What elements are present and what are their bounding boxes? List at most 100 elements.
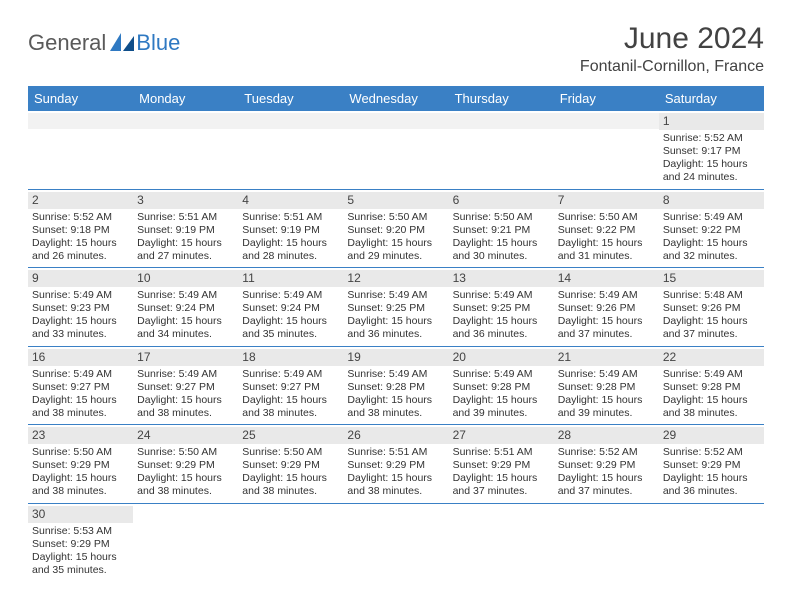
day-number: 5 [343,192,448,209]
location-label: Fontanil-Cornillon, France [580,58,764,76]
day-number [343,506,448,508]
day-number: 26 [343,427,448,444]
day-cell: 19Sunrise: 5:49 AMSunset: 9:28 PMDayligh… [343,347,448,425]
day-cell: 27Sunrise: 5:51 AMSunset: 9:29 PMDayligh… [449,425,554,503]
day-cell: 4 Sunrise: 5:51 AMSunset: 9:19 PMDaylight… [238,190,343,268]
sunrise-text: Sunrise: 5:51 AM [453,446,550,459]
day-number [238,113,343,129]
day-number [449,113,554,129]
day-number: 4 [238,192,343,209]
sunset-text: Sunset: 9:22 PM [558,224,655,237]
sunset-text: Sunset: 9:29 PM [137,459,234,472]
day-cell: 26 Sunrise: 5:51 AMSunset: 9:29 PMDayligh… [343,425,448,503]
sunrise-text: Sunrise: 5:49 AM [558,368,655,381]
sunset-text: Sunset: 9:29 PM [242,459,339,472]
day-number [554,506,659,508]
day-number [238,506,343,508]
sunrise-text: Sunrise: 5:50 AM [453,211,550,224]
sunset-text: Sunset: 9:24 PM [242,302,339,315]
week-row: 16Sunrise: 5:49 AMSunset: 9:27 PMDayligh… [28,347,764,426]
daylight-text: Daylight: 15 hours and 38 minutes. [242,394,339,420]
sunset-text: Sunset: 9:27 PM [137,381,234,394]
day-number [343,113,448,129]
sunrise-text: Sunrise: 5:50 AM [242,446,339,459]
sunset-text: Sunset: 9:19 PM [242,224,339,237]
daylight-text: Daylight: 15 hours and 36 minutes. [663,472,760,498]
daylight-text: Daylight: 15 hours and 26 minutes. [32,237,129,263]
daylight-text: Daylight: 15 hours and 38 minutes. [663,394,760,420]
sunset-text: Sunset: 9:18 PM [32,224,129,237]
daylight-text: Daylight: 15 hours and 32 minutes. [663,237,760,263]
daylight-text: Daylight: 15 hours and 37 minutes. [558,472,655,498]
daylight-text: Daylight: 15 hours and 34 minutes. [137,315,234,341]
weekday-header: Thursday [449,86,554,111]
daylight-text: Daylight: 15 hours and 36 minutes. [347,315,444,341]
day-cell [659,504,764,582]
sunset-text: Sunset: 9:27 PM [242,381,339,394]
day-number: 25 [238,427,343,444]
day-cell: 3Sunrise: 5:51 AMSunset: 9:19 PMDaylight… [133,190,238,268]
sunset-text: Sunset: 9:25 PM [453,302,550,315]
day-cell: 24Sunrise: 5:50 AMSunset: 9:29 PMDayligh… [133,425,238,503]
sunrise-text: Sunrise: 5:49 AM [453,368,550,381]
day-number: 15 [659,270,764,287]
day-number: 11 [238,270,343,287]
day-number [133,506,238,508]
day-cell [238,111,343,189]
day-cell: 9Sunrise: 5:49 AMSunset: 9:23 PMDaylight… [28,268,133,346]
day-cell [554,504,659,582]
day-cell: 13Sunrise: 5:49 AMSunset: 9:25 PMDayligh… [449,268,554,346]
day-cell [343,111,448,189]
daylight-text: Daylight: 15 hours and 29 minutes. [347,237,444,263]
sunrise-text: Sunrise: 5:49 AM [137,368,234,381]
sunrise-text: Sunrise: 5:49 AM [242,289,339,302]
sunset-text: Sunset: 9:29 PM [32,459,129,472]
daylight-text: Daylight: 15 hours and 27 minutes. [137,237,234,263]
day-cell: 8Sunrise: 5:49 AMSunset: 9:22 PMDaylight… [659,190,764,268]
sunrise-text: Sunrise: 5:52 AM [663,446,760,459]
sunrise-text: Sunrise: 5:51 AM [242,211,339,224]
daylight-text: Daylight: 15 hours and 38 minutes. [347,472,444,498]
daylight-text: Daylight: 15 hours and 37 minutes. [558,315,655,341]
day-number: 30 [28,506,133,523]
sunrise-text: Sunrise: 5:49 AM [137,289,234,302]
day-cell: 28Sunrise: 5:52 AMSunset: 9:29 PMDayligh… [554,425,659,503]
sunset-text: Sunset: 9:25 PM [347,302,444,315]
day-number: 8 [659,192,764,209]
sunrise-text: Sunrise: 5:53 AM [32,525,129,538]
day-number: 10 [133,270,238,287]
day-number: 7 [554,192,659,209]
daylight-text: Daylight: 15 hours and 39 minutes. [453,394,550,420]
daylight-text: Daylight: 15 hours and 28 minutes. [242,237,339,263]
sunset-text: Sunset: 9:22 PM [663,224,760,237]
sunset-text: Sunset: 9:29 PM [347,459,444,472]
day-number: 24 [133,427,238,444]
sunrise-text: Sunrise: 5:49 AM [347,289,444,302]
day-cell: 1Sunrise: 5:52 AMSunset: 9:17 PMDaylight… [659,111,764,189]
day-number: 18 [238,349,343,366]
day-cell [133,504,238,582]
day-cell [133,111,238,189]
sunset-text: Sunset: 9:28 PM [558,381,655,394]
day-cell: 23Sunrise: 5:50 AMSunset: 9:29 PMDayligh… [28,425,133,503]
weekday-header: Wednesday [343,86,448,111]
sunrise-text: Sunrise: 5:49 AM [242,368,339,381]
day-cell: 15Sunrise: 5:48 AMSunset: 9:26 PMDayligh… [659,268,764,346]
weekday-header: Monday [133,86,238,111]
sunset-text: Sunset: 9:17 PM [663,145,760,158]
day-number: 27 [449,427,554,444]
sunrise-text: Sunrise: 5:51 AM [347,446,444,459]
day-number [28,113,133,129]
day-number: 1 [659,113,764,130]
day-cell: 10Sunrise: 5:49 AMSunset: 9:24 PMDayligh… [133,268,238,346]
day-number: 9 [28,270,133,287]
day-cell: 6Sunrise: 5:50 AMSunset: 9:21 PMDaylight… [449,190,554,268]
day-cell [449,504,554,582]
day-number [449,506,554,508]
sunrise-text: Sunrise: 5:49 AM [558,289,655,302]
daylight-text: Daylight: 15 hours and 35 minutes. [242,315,339,341]
sunrise-text: Sunrise: 5:49 AM [663,368,760,381]
sunset-text: Sunset: 9:26 PM [663,302,760,315]
brand-sail-icon [110,33,134,51]
daylight-text: Daylight: 15 hours and 39 minutes. [558,394,655,420]
